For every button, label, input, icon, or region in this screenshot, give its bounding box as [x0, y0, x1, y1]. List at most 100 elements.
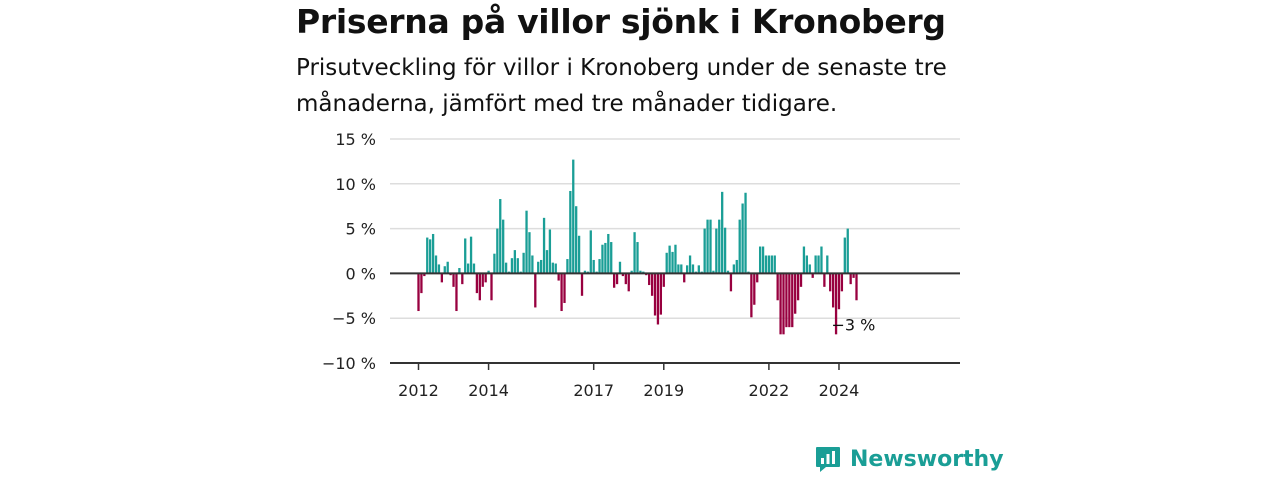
- labels: 15 % 10 % 5 % 0 % −5 % −10 % 2012 2014 2017 2019 2…: [322, 130, 875, 400]
- bar: [659, 273, 663, 315]
- bar: [612, 273, 616, 288]
- bar: [829, 273, 832, 292]
- newsworthy-logo-icon: [816, 447, 840, 472]
- bar: [648, 273, 651, 286]
- bar: [665, 252, 668, 274]
- bar: [502, 219, 505, 274]
- bar: [773, 255, 776, 274]
- bar: [513, 250, 517, 274]
- bar: [761, 246, 765, 274]
- bar: [621, 273, 625, 277]
- bar: [636, 242, 639, 274]
- bar: [630, 270, 633, 274]
- x-tick-label: 2019: [643, 381, 684, 400]
- bar: [782, 273, 785, 335]
- bar: [814, 255, 817, 274]
- bar: [566, 259, 569, 274]
- bar: [732, 264, 736, 274]
- bar: [843, 237, 846, 274]
- x-tick-label: 2017: [573, 381, 614, 400]
- bar: [680, 264, 683, 274]
- bar: [469, 236, 473, 274]
- bar: [601, 244, 604, 274]
- bar: [668, 245, 671, 274]
- bar: [715, 228, 718, 274]
- bar: [472, 263, 476, 274]
- brand-logo: Newsworthy: [814, 445, 1004, 473]
- bar: [461, 273, 464, 285]
- bar: [685, 265, 689, 274]
- bar: [423, 273, 426, 277]
- bar: [653, 273, 657, 316]
- bar: [539, 259, 543, 274]
- last-value-label: −3 %: [832, 315, 876, 334]
- axes: [390, 272, 960, 370]
- bar: [785, 273, 788, 328]
- bar: [662, 273, 665, 287]
- bar: [788, 273, 791, 328]
- bar: [811, 273, 814, 278]
- bar: [767, 255, 771, 274]
- bar: [531, 255, 534, 274]
- bar: [855, 273, 858, 301]
- bar: [426, 237, 429, 274]
- bar: [794, 273, 797, 314]
- bar: [548, 229, 552, 274]
- bar: [522, 252, 525, 274]
- bar: [770, 255, 773, 274]
- bar: [537, 261, 540, 274]
- bar: [510, 258, 514, 274]
- bar: [551, 262, 554, 274]
- bar: [758, 246, 762, 274]
- bar: [499, 199, 502, 274]
- bar: [764, 255, 768, 274]
- bar: [452, 273, 455, 287]
- bar: [610, 242, 613, 274]
- bar: [429, 239, 432, 274]
- bar: [834, 273, 838, 335]
- bar: [557, 273, 560, 281]
- y-tick-label: −10 %: [322, 354, 376, 373]
- bar: [820, 246, 823, 274]
- bar: [791, 273, 794, 328]
- bar: [805, 255, 809, 274]
- bar: [776, 273, 779, 301]
- bar: [437, 264, 441, 274]
- bar: [583, 270, 587, 274]
- bar: [796, 273, 800, 301]
- bar: [823, 273, 826, 287]
- bar: [703, 228, 706, 274]
- bar: [434, 255, 438, 274]
- bar: [674, 244, 677, 274]
- bar: [688, 255, 692, 274]
- bar: [726, 270, 730, 274]
- bar: [560, 273, 563, 312]
- bar: [545, 250, 549, 274]
- bar: [721, 191, 724, 274]
- bar: [580, 273, 584, 296]
- bar: [592, 259, 595, 274]
- bar: [420, 273, 423, 294]
- bar: [723, 227, 727, 274]
- bar: [671, 251, 674, 274]
- bar: [604, 242, 607, 274]
- bar: [826, 255, 829, 274]
- bar: [615, 273, 619, 285]
- bar: [729, 273, 733, 292]
- y-tick-label: 5 %: [346, 220, 376, 239]
- y-tick-label: 15 %: [335, 130, 376, 149]
- bar: [528, 232, 531, 274]
- bar: [534, 273, 537, 308]
- bar: [706, 219, 709, 274]
- bar: [504, 262, 508, 274]
- bar: [738, 219, 741, 274]
- bar: [466, 263, 470, 274]
- bar: [554, 263, 557, 274]
- bar: [572, 159, 575, 274]
- bar: [440, 273, 444, 283]
- bar: [802, 246, 806, 274]
- bar: [677, 264, 680, 274]
- bar: [718, 219, 721, 274]
- bar: [496, 228, 499, 274]
